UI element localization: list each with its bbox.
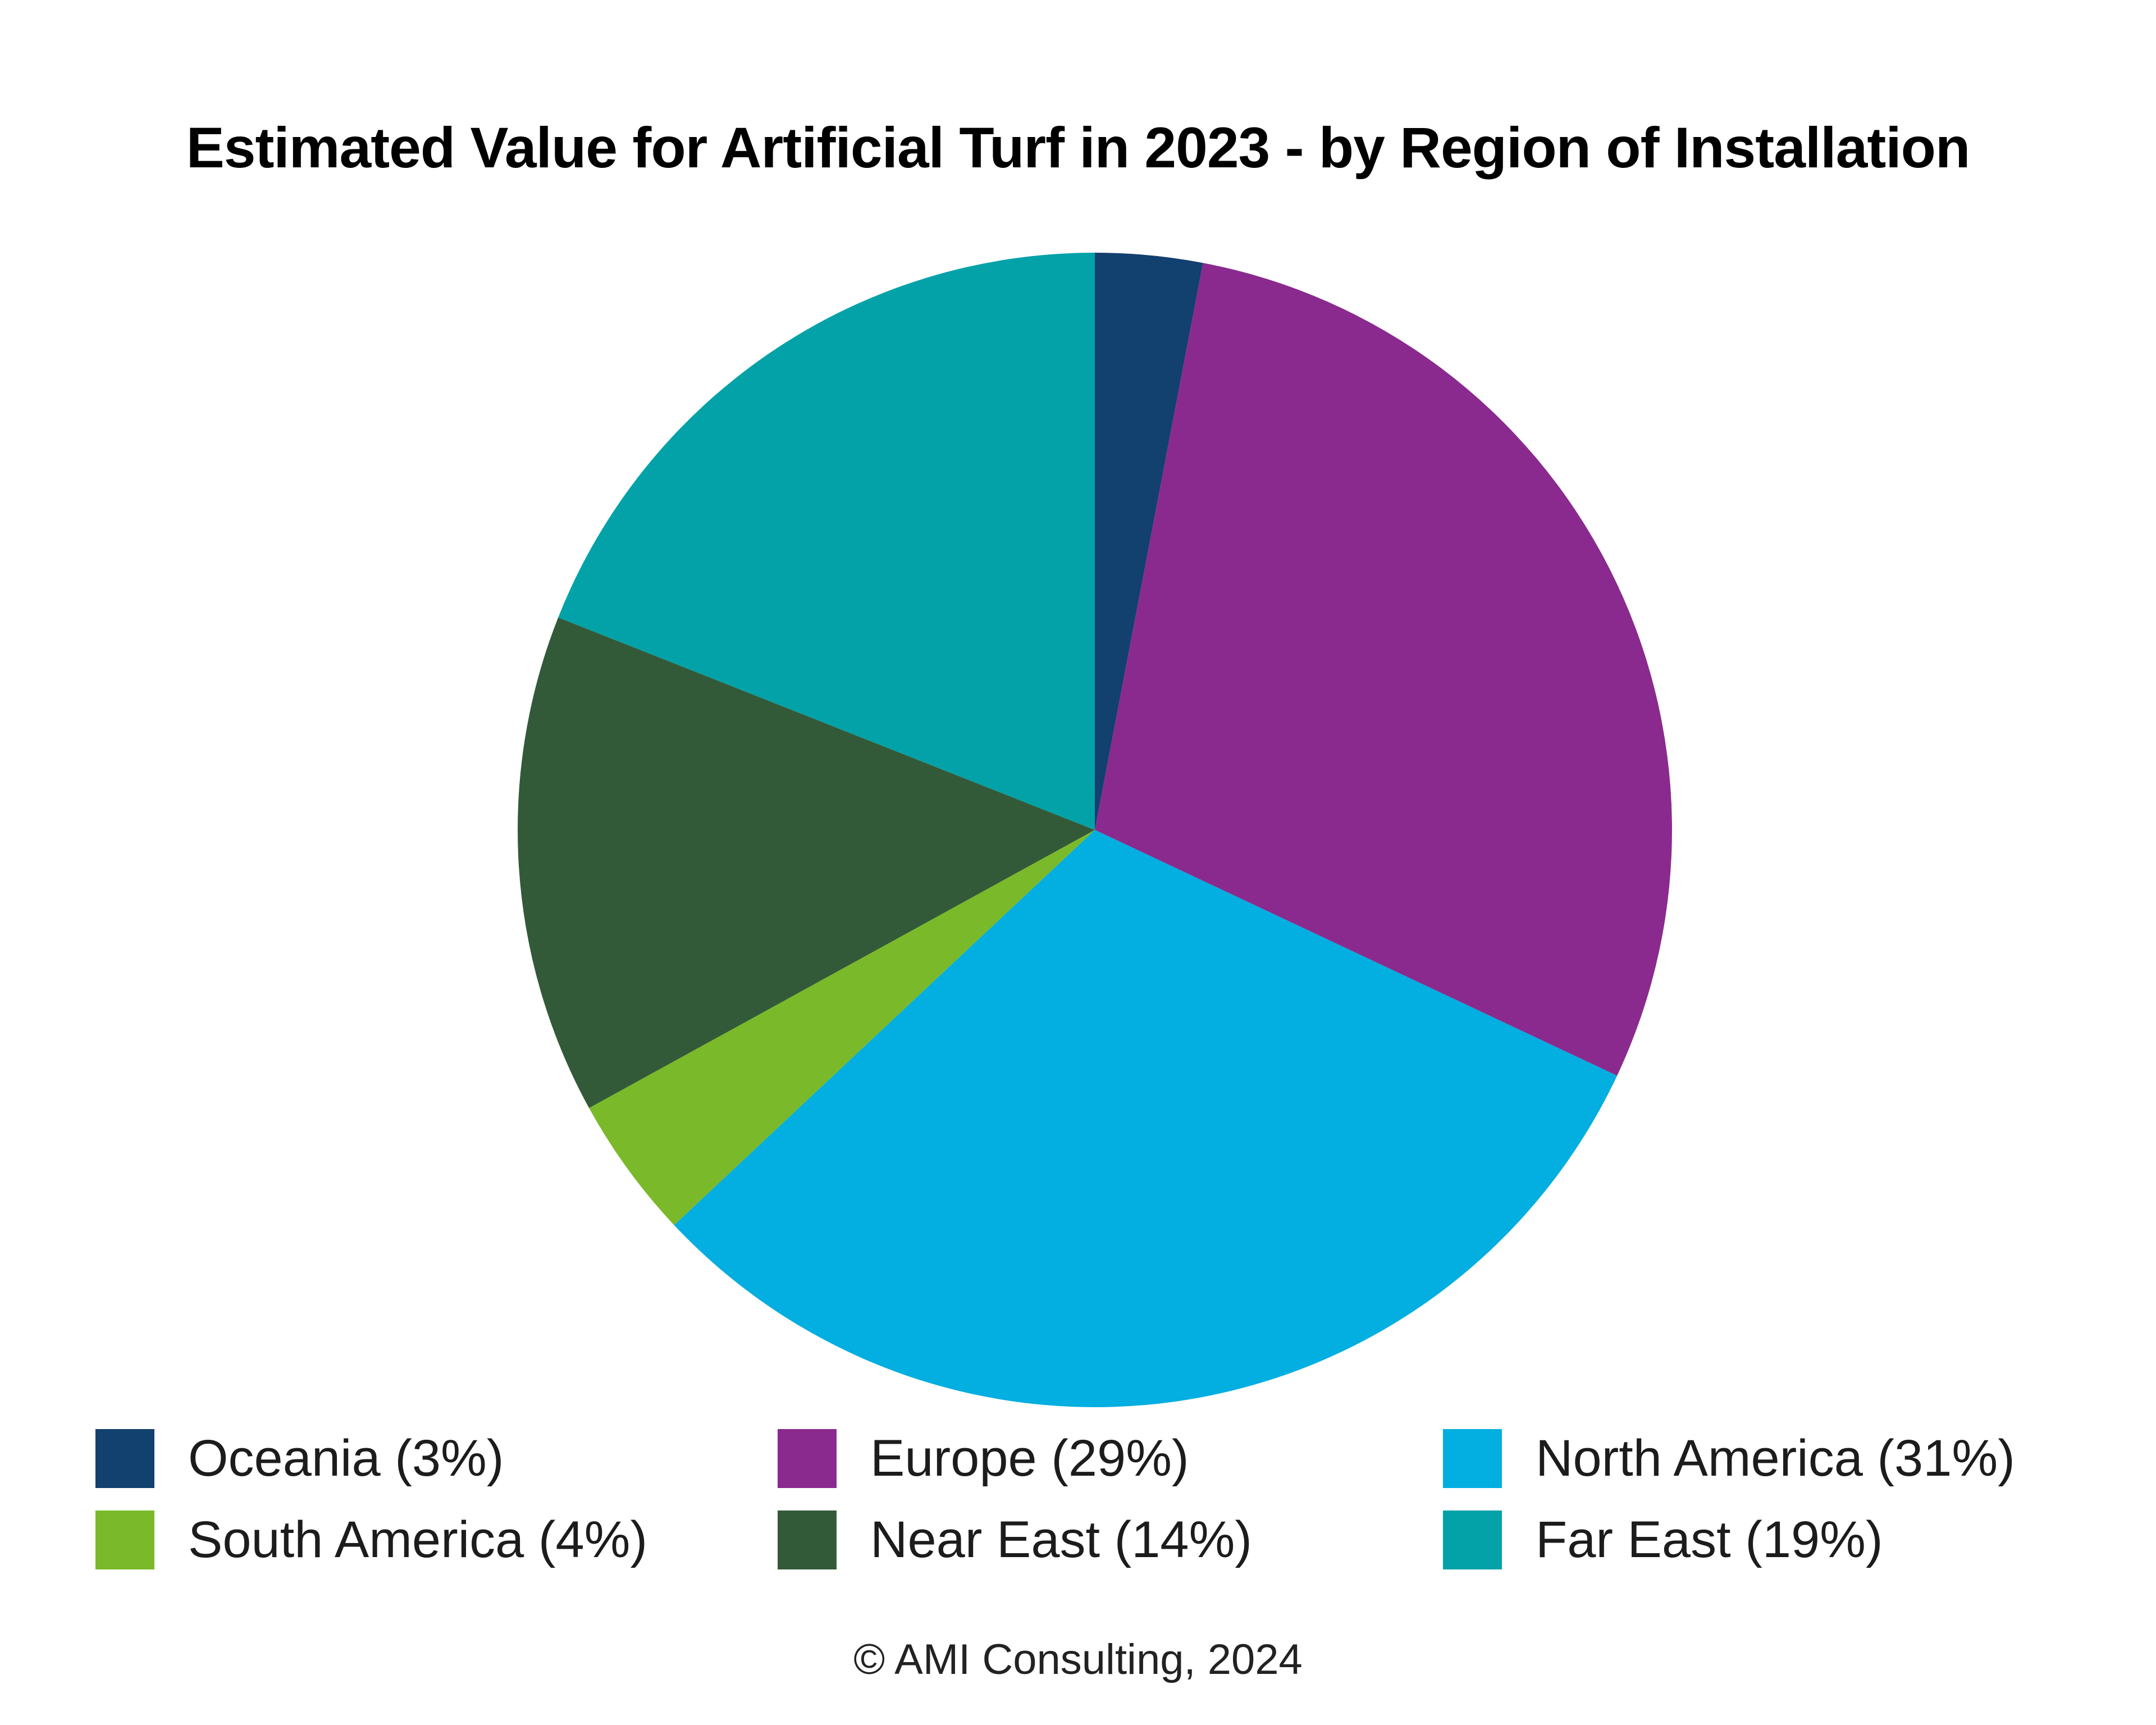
pie-slice-europe — [1095, 263, 1672, 1076]
legend-swatch-oceania — [95, 1429, 154, 1488]
legend-item-north-america: North America (31%) — [1443, 1429, 2156, 1488]
legend-label-north-america: North America (31%) — [1536, 1430, 2015, 1487]
pie-slice-south-america — [589, 830, 1095, 1225]
copyright-text: © AMI Consulting, 2024 — [853, 1636, 1303, 1683]
legend-label-europe: Europe (29%) — [870, 1430, 1189, 1487]
legend-label-near-east: Near East (14%) — [870, 1511, 1253, 1568]
legend-label-far-east: Far East (19%) — [1536, 1511, 1883, 1568]
legend-item-oceania: Oceania (3%) — [95, 1429, 778, 1488]
pie-chart — [518, 253, 1672, 1407]
legend-item-south-america: South America (4%) — [95, 1510, 778, 1569]
legend-label-oceania: Oceania (3%) — [188, 1430, 504, 1487]
legend-label-south-america: South America (4%) — [188, 1511, 648, 1568]
legend-swatch-north-america — [1443, 1429, 1502, 1488]
legend-swatch-europe — [778, 1429, 837, 1488]
legend-swatch-near-east — [778, 1510, 837, 1569]
chart-title: Estimated Value for Artificial Turf in 2… — [186, 116, 1971, 180]
legend-item-europe: Europe (29%) — [778, 1429, 1443, 1488]
legend-swatch-south-america — [95, 1510, 154, 1569]
legend-swatch-far-east — [1443, 1510, 1502, 1569]
legend-item-far-east: Far East (19%) — [1443, 1510, 2156, 1569]
pie-slice-oceania — [1095, 253, 1203, 830]
pie-slice-north-america — [674, 830, 1618, 1407]
pie-slice-near-east — [518, 617, 1095, 1108]
legend: Oceania (3%) Europe (29%) North America … — [95, 1429, 2156, 1569]
legend-item-near-east: Near East (14%) — [778, 1510, 1443, 1569]
pie-slice-far-east — [558, 253, 1095, 830]
pie-chart-area — [511, 246, 1679, 1414]
